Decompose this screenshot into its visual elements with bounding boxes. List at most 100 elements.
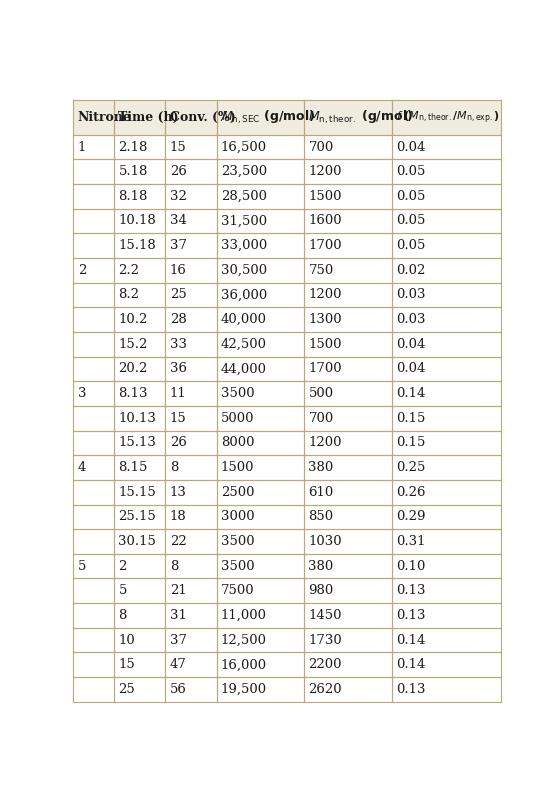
- Text: $\mathit{M}_{\rm n,theor.}$ (g/mol): $\mathit{M}_{\rm n,theor.}$ (g/mol): [309, 109, 414, 126]
- Bar: [391, 209, 501, 233]
- Text: 0.02: 0.02: [396, 264, 426, 277]
- Bar: [114, 430, 165, 455]
- Bar: [165, 579, 217, 603]
- Bar: [73, 579, 114, 603]
- Text: 18: 18: [170, 511, 186, 523]
- Text: 8: 8: [170, 560, 178, 572]
- Bar: [114, 209, 165, 233]
- Text: 31,500: 31,500: [221, 214, 267, 228]
- Bar: [73, 184, 114, 209]
- Text: 380: 380: [309, 560, 334, 572]
- Bar: [114, 480, 165, 504]
- Text: 36: 36: [170, 362, 186, 376]
- Bar: [391, 283, 501, 307]
- Bar: [165, 480, 217, 504]
- Bar: [304, 603, 391, 628]
- Bar: [217, 184, 304, 209]
- Bar: [73, 628, 114, 653]
- Text: 0.03: 0.03: [396, 288, 426, 302]
- Bar: [217, 357, 304, 381]
- Text: 0.04: 0.04: [396, 337, 426, 351]
- Text: 700: 700: [309, 141, 334, 153]
- Bar: [217, 160, 304, 184]
- Bar: [217, 100, 304, 135]
- Text: 8: 8: [118, 609, 127, 622]
- Text: 15: 15: [118, 658, 135, 671]
- Text: 1450: 1450: [309, 609, 342, 622]
- Text: 0.14: 0.14: [396, 634, 426, 646]
- Bar: [304, 406, 391, 430]
- Bar: [73, 406, 114, 430]
- Bar: [217, 430, 304, 455]
- Bar: [304, 135, 391, 160]
- Bar: [114, 406, 165, 430]
- Text: 25.15: 25.15: [118, 511, 156, 523]
- Text: 26: 26: [170, 437, 186, 449]
- Bar: [165, 184, 217, 209]
- Bar: [165, 677, 217, 702]
- Text: 1030: 1030: [309, 535, 342, 548]
- Text: 15.18: 15.18: [118, 239, 156, 252]
- Bar: [73, 332, 114, 357]
- Text: 16,000: 16,000: [221, 658, 267, 671]
- Text: 0.04: 0.04: [396, 362, 426, 376]
- Bar: [73, 135, 114, 160]
- Bar: [165, 628, 217, 653]
- Bar: [165, 430, 217, 455]
- Text: 1200: 1200: [309, 437, 342, 449]
- Bar: [304, 209, 391, 233]
- Bar: [73, 603, 114, 628]
- Text: 8: 8: [170, 461, 178, 474]
- Bar: [73, 381, 114, 406]
- Text: 1300: 1300: [309, 313, 342, 326]
- Text: 40,000: 40,000: [221, 313, 267, 326]
- Bar: [304, 184, 391, 209]
- Bar: [165, 529, 217, 554]
- Bar: [165, 381, 217, 406]
- Bar: [217, 332, 304, 357]
- Bar: [304, 504, 391, 529]
- Text: 2.18: 2.18: [118, 141, 148, 153]
- Bar: [165, 406, 217, 430]
- Text: 0.13: 0.13: [396, 584, 426, 597]
- Text: 2: 2: [78, 264, 86, 277]
- Bar: [217, 579, 304, 603]
- Bar: [217, 628, 304, 653]
- Bar: [114, 307, 165, 332]
- Text: 5.18: 5.18: [118, 165, 148, 178]
- Bar: [217, 381, 304, 406]
- Bar: [304, 677, 391, 702]
- Bar: [391, 381, 501, 406]
- Bar: [114, 554, 165, 579]
- Text: 47: 47: [170, 658, 186, 671]
- Text: 10: 10: [118, 634, 135, 646]
- Text: 0.05: 0.05: [396, 239, 426, 252]
- Text: 25: 25: [170, 288, 186, 302]
- Text: 34: 34: [170, 214, 186, 228]
- Text: 700: 700: [309, 412, 334, 425]
- Bar: [391, 504, 501, 529]
- Text: 36,000: 36,000: [221, 288, 267, 302]
- Text: 33,000: 33,000: [221, 239, 267, 252]
- Text: 11,000: 11,000: [221, 609, 267, 622]
- Text: 750: 750: [309, 264, 334, 277]
- Text: 44,000: 44,000: [221, 362, 267, 376]
- Text: 0.26: 0.26: [396, 486, 426, 499]
- Bar: [73, 554, 114, 579]
- Text: 33: 33: [170, 337, 186, 351]
- Text: 56: 56: [170, 683, 186, 696]
- Text: 8.13: 8.13: [118, 387, 148, 400]
- Text: 25: 25: [118, 683, 135, 696]
- Bar: [114, 283, 165, 307]
- Bar: [304, 160, 391, 184]
- Bar: [114, 579, 165, 603]
- Bar: [114, 529, 165, 554]
- Text: 10.13: 10.13: [118, 412, 156, 425]
- Text: 15: 15: [170, 412, 186, 425]
- Bar: [73, 307, 114, 332]
- Text: 1500: 1500: [309, 337, 342, 351]
- Text: 1730: 1730: [309, 634, 342, 646]
- Bar: [391, 653, 501, 677]
- Bar: [304, 381, 391, 406]
- Text: 30.15: 30.15: [118, 535, 156, 548]
